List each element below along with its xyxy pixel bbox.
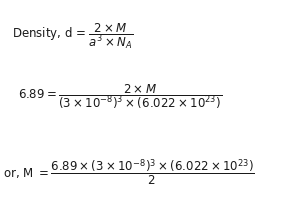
Text: or, M $= \dfrac{6.89 \times \left(3 \times 10^{-8}\right)^3 \times \left(6.022 \: or, M $= \dfrac{6.89 \times \left(3 \tim… xyxy=(3,157,255,187)
Text: Density, d = $\dfrac{2 \times M}{a^3 \times N_A}$: Density, d = $\dfrac{2 \times M}{a^3 \ti… xyxy=(12,21,133,51)
Text: $6.89 = \dfrac{2 \times M}{\left(3 \times 10^{-8}\right)^3 \times \left(6.022 \t: $6.89 = \dfrac{2 \times M}{\left(3 \time… xyxy=(18,82,222,110)
